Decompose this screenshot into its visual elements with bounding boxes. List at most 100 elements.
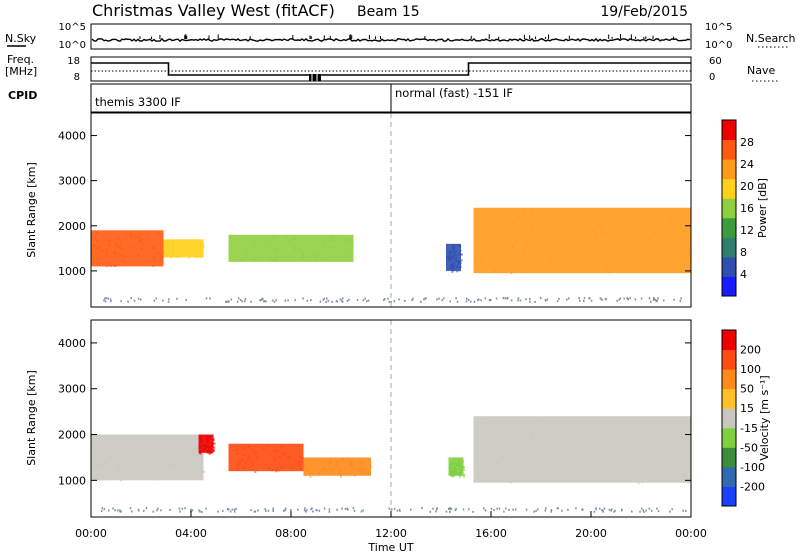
heatmap-ground-cell (250, 509, 252, 512)
heatmap-speck (321, 243, 324, 246)
heatmap-ground-cell (225, 300, 227, 303)
heatmap-speck (626, 249, 629, 252)
heatmap-ground-cell (656, 299, 659, 302)
heatmap-speck (595, 237, 598, 240)
heatmap-speck (462, 466, 465, 469)
heatmap-ground-cell (235, 507, 237, 510)
heatmap-speck (302, 252, 305, 255)
heatmap-speck (669, 220, 672, 223)
colorbar-swatch-7 (722, 139, 736, 160)
heatmap-speck (449, 250, 452, 253)
heatmap-speck (539, 214, 542, 217)
heatmap-ground-cell (297, 508, 299, 511)
heatmap-ground-cell (544, 509, 547, 512)
heatmap-speck (626, 464, 629, 467)
heatmap-speck (367, 470, 370, 473)
heatmap-speck (309, 475, 312, 478)
x-axis: 00:00 04:00 08:00 12:00 16:00 20:00 00:00 (75, 511, 707, 540)
heatmap-ground-cell (260, 298, 263, 301)
heatmap-ground-cell (388, 300, 390, 303)
heatmap-ground-cell (120, 300, 122, 303)
heatmap-ground-cell (310, 299, 312, 302)
heatmap-ground-cell (455, 507, 457, 510)
heatmap-ground-cell (162, 299, 164, 302)
heatmap-speck (520, 423, 523, 426)
heatmap-ground-cell (456, 300, 459, 303)
heatmap-speck (343, 472, 346, 475)
heatmap-region-1 (163, 239, 204, 258)
heatmap-ground-cell (468, 508, 470, 511)
heatmap-region-5 (473, 416, 691, 483)
heatmap-ground-cell (640, 297, 643, 300)
power-panel-frame (90, 112, 692, 308)
heatmap-speck (192, 451, 195, 454)
heatmap-speck (173, 450, 176, 453)
heatmap-speck (91, 234, 94, 237)
nsky-tick-bottom: 10^0 (59, 40, 86, 51)
heatmap-speck (519, 258, 522, 261)
heatmap-speck (254, 451, 257, 454)
nave-tick-top: 60 (709, 56, 722, 67)
heatmap-ground-cell (441, 299, 443, 302)
heatmap-speck (359, 460, 362, 463)
heatmap-ground-cell (271, 299, 274, 302)
heatmap-ground-cell (512, 508, 514, 511)
heatmap-speck (248, 445, 251, 448)
heatmap-speck (482, 429, 485, 432)
heatmap-speck (254, 258, 257, 261)
heatmap-ground-cell (353, 509, 356, 512)
heatmap-ground-cell (556, 300, 559, 303)
heatmap-ground-cell (104, 300, 107, 303)
heatmap-speck (457, 266, 460, 269)
heatmap-speck (452, 245, 455, 248)
heatmap-ground-cell (450, 507, 453, 510)
heatmap-speck (661, 455, 664, 458)
heatmap-speck (96, 474, 99, 477)
heatmap-ground-cell (341, 300, 344, 303)
heatmap-speck (452, 472, 455, 475)
heatmap-speck (303, 467, 306, 470)
heatmap-speck (350, 461, 353, 464)
x-tick-label-2: 08:00 (275, 527, 307, 540)
heatmap-speck (547, 211, 550, 214)
heatmap-speck (301, 257, 304, 260)
heatmap-speck (452, 266, 455, 269)
heatmap-speck (179, 249, 182, 252)
heatmap-ground-cell (243, 300, 246, 303)
heatmap-speck (614, 442, 617, 445)
heatmap-speck (351, 240, 354, 243)
heatmap-speck (212, 448, 215, 451)
heatmap-speck (530, 435, 533, 438)
heatmap-speck (323, 467, 326, 470)
heatmap-speck (281, 466, 284, 469)
colorbar-swatch-1 (722, 466, 736, 487)
heatmap-speck (301, 461, 304, 464)
heatmap-ground-cell (616, 299, 618, 302)
heatmap-speck (160, 253, 163, 256)
heatmap-speck (656, 258, 659, 261)
colorbar-tick-4: -15 (740, 422, 758, 435)
heatmap-speck (314, 256, 317, 259)
heatmap-speck (453, 250, 456, 253)
heatmap-speck (96, 257, 99, 260)
heatmap-speck (180, 458, 183, 461)
heatmap-speck (228, 457, 231, 460)
heatmap-speck (188, 435, 191, 438)
heatmap-ground-cell (605, 297, 607, 300)
heatmap-speck (267, 445, 270, 448)
nave-tick-bottom: 0 (709, 72, 715, 83)
beam-label: Beam 15 (357, 4, 420, 20)
heatmap-ground-cell (502, 297, 505, 300)
heatmap-ground-cell (546, 298, 549, 301)
heatmap-speck (97, 464, 100, 467)
heatmap-speck (131, 440, 134, 443)
heatmap-speck (211, 443, 214, 446)
heatmap-speck (186, 454, 189, 457)
heatmap-ground-cell (478, 298, 480, 301)
heatmap-speck (339, 470, 342, 473)
heatmap-speck (171, 451, 174, 454)
heatmap-speck (360, 465, 363, 468)
heatmap-speck (459, 253, 462, 256)
heatmap-ground-cell (673, 298, 675, 301)
